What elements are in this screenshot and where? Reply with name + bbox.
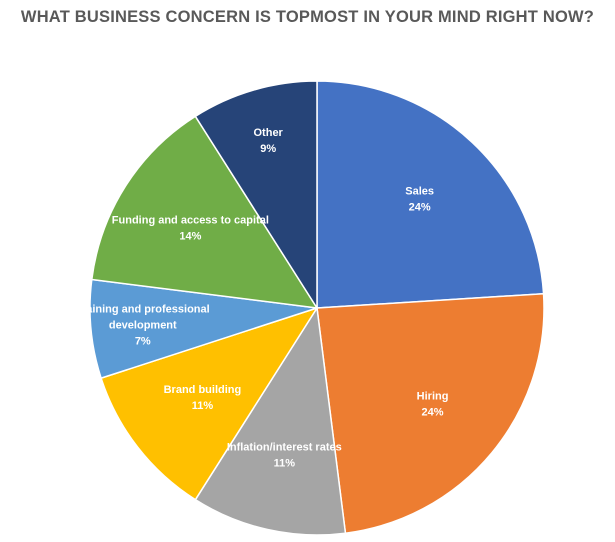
slice-value-label: 11%	[192, 400, 214, 412]
slice-value-label: 11%	[274, 457, 296, 469]
pie-labels: Sales 24% Hiring 24% Inflation/interest rate…	[76, 127, 449, 469]
slice-label-funding-and-access-to-capital: Funding and access to capital 14%	[112, 215, 269, 243]
slice-category-label: Brand building	[164, 384, 242, 396]
slice-value-label: 24%	[409, 202, 431, 214]
pie-slices	[89, 80, 545, 536]
slice-sales	[316, 80, 545, 309]
slice-category-label: Sales	[405, 186, 434, 198]
slice-category-label: Inflation/interest rates	[227, 441, 342, 453]
slice-category-label: Training and professional	[76, 303, 210, 315]
slice-category-label: Funding and access to capital	[112, 215, 269, 227]
slice-category-label: Other	[254, 127, 284, 139]
slice-label-other: Other 9%	[254, 127, 284, 155]
slice-label-sales: Sales 24%	[405, 186, 434, 214]
slice-category-label: Hiring	[417, 391, 449, 403]
slice-funding-and-access-to-capital	[91, 115, 318, 309]
slice-label-hiring: Hiring 24%	[417, 391, 449, 419]
slice-value-label: 9%	[260, 143, 276, 155]
slice-value-label: 7%	[135, 335, 151, 347]
slice-value-label: 14%	[179, 231, 201, 243]
slice-label-brand-building: Brand building 11%	[164, 384, 242, 412]
slice-label-inflation-interest-rates: Inflation/interest rates 11%	[227, 441, 342, 469]
slice-brand-building	[100, 307, 318, 501]
slice-hiring	[316, 292, 545, 534]
slice-value-label: 24%	[422, 407, 444, 419]
slice-other	[194, 80, 318, 309]
slice-inflation-interest-rates	[194, 307, 347, 536]
slice-label-training-and-professional-development: Training and professional development 7%	[76, 303, 210, 347]
chart-title: WHAT BUSINESS CONCERN IS TOPMOST IN YOUR…	[20, 8, 595, 26]
slice-category-label: development	[109, 319, 177, 331]
